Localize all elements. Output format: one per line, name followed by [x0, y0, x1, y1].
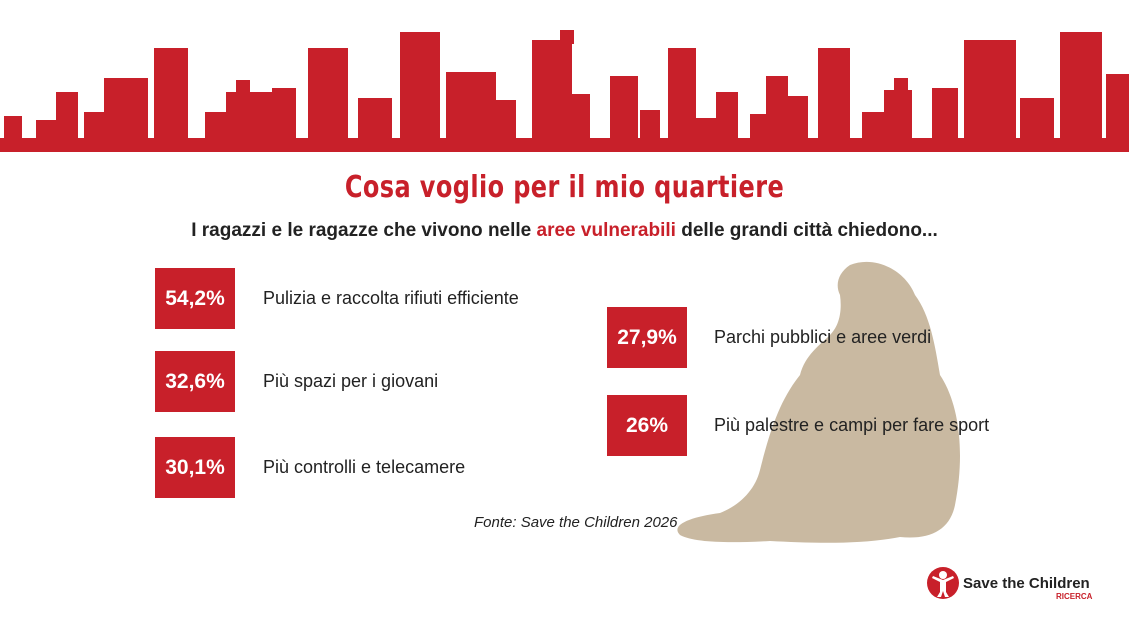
logo-icon: [927, 567, 959, 599]
percent-box: 26%: [607, 395, 687, 456]
percent-box: 54,2%: [155, 268, 235, 329]
silhouette: [677, 261, 960, 543]
logo-name: Save the Children: [963, 575, 1090, 592]
item-label: Pulizia e raccolta rifiuti efficiente: [263, 288, 519, 308]
logo-sub: RICERCA: [1056, 592, 1093, 601]
subtitle-text: I ragazzi e le ragazze che vivono nelle: [191, 220, 532, 241]
percent-box: 27,9%: [607, 307, 687, 368]
title: Cosa voglio per il mio quartiere: [344, 170, 785, 205]
item-label: Più controlli e telecamere: [263, 457, 466, 477]
item-label: Più spazi per i giovani: [263, 371, 439, 391]
percent-box: 30,1%: [155, 437, 235, 498]
subtitle-highlight: aree vulnerabili: [536, 220, 676, 241]
item-label: Più palestre e campi per fare sport: [714, 415, 990, 435]
source: Fonte: Save the Children 2026: [474, 514, 678, 531]
item-label: Parchi pubblici e aree verdi: [714, 327, 932, 347]
percent-box: 32,6%: [155, 351, 235, 412]
subtitle-text: delle grandi città chiedono...: [681, 220, 938, 241]
subtitle: I ragazzi e le ragazze che vivono nelle …: [0, 220, 1129, 242]
skyline: [0, 30, 1129, 152]
